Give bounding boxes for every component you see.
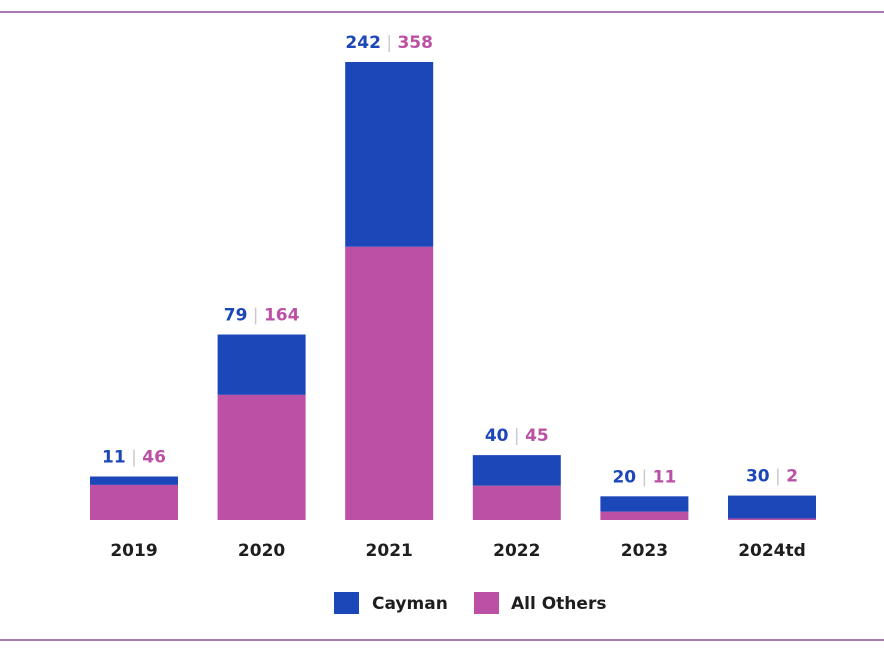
value-all-others-2024td: 2 bbox=[786, 467, 798, 487]
value-label-2021: 242 | 358 bbox=[345, 33, 433, 53]
x-tick-label-2024td: 2024td bbox=[738, 541, 806, 561]
bar-cayman-2024td bbox=[728, 495, 816, 519]
bar-all-others-2023 bbox=[600, 511, 689, 520]
value-cayman-2020: 79 bbox=[224, 306, 248, 326]
value-cayman-2019: 11 bbox=[102, 447, 126, 467]
value-label-2019: 11 | 46 bbox=[102, 447, 166, 467]
value-all-others-2019: 46 bbox=[142, 447, 166, 467]
legend-label-cayman: Cayman bbox=[372, 594, 448, 614]
value-cayman-2022: 40 bbox=[485, 426, 509, 446]
bar-all-others-2024td bbox=[728, 518, 816, 520]
top-divider bbox=[0, 11, 884, 13]
legend-label-all-others: All Others bbox=[511, 594, 606, 614]
value-all-others-2023: 11 bbox=[653, 467, 677, 487]
x-tick-label-2023: 2023 bbox=[621, 541, 668, 561]
value-separator-2022: | bbox=[509, 426, 526, 446]
bar-cayman-2023 bbox=[600, 496, 689, 512]
bar-all-others-2022 bbox=[472, 485, 561, 520]
bar-cayman-2020 bbox=[217, 334, 306, 395]
value-all-others-2021: 358 bbox=[397, 33, 433, 53]
value-cayman-2021: 242 bbox=[345, 33, 381, 53]
value-label-2023: 20 | 11 bbox=[612, 467, 676, 487]
bar-cayman-2022 bbox=[472, 455, 561, 486]
value-cayman-2023: 20 bbox=[612, 467, 636, 487]
value-all-others-2020: 164 bbox=[264, 306, 300, 326]
value-separator-2020: | bbox=[247, 306, 264, 326]
value-all-others-2022: 45 bbox=[525, 426, 549, 446]
value-label-2022: 40 | 45 bbox=[485, 426, 549, 446]
legend-swatch-cayman bbox=[334, 592, 359, 614]
value-separator-2021: | bbox=[381, 33, 398, 53]
value-separator-2023: | bbox=[636, 467, 653, 487]
x-tick-label-2020: 2020 bbox=[238, 541, 285, 561]
x-tick-label-2022: 2022 bbox=[493, 541, 540, 561]
bar-all-others-2019 bbox=[90, 484, 178, 520]
x-tick-label-2021: 2021 bbox=[366, 541, 413, 561]
legend-swatch-all-others bbox=[474, 592, 499, 614]
value-label-2020: 79 | 164 bbox=[224, 306, 300, 326]
value-separator-2019: | bbox=[126, 447, 143, 467]
value-separator-2024td: | bbox=[770, 467, 787, 487]
value-cayman-2024td: 30 bbox=[746, 467, 770, 487]
bar-all-others-2021 bbox=[345, 246, 434, 520]
x-tick-label-2019: 2019 bbox=[110, 541, 157, 561]
bottom-divider bbox=[0, 639, 884, 641]
bar-cayman-2019 bbox=[90, 476, 178, 485]
bar-cayman-2021 bbox=[345, 62, 434, 247]
value-label-2024td: 30 | 2 bbox=[746, 467, 798, 487]
bar-all-others-2020 bbox=[217, 394, 306, 520]
